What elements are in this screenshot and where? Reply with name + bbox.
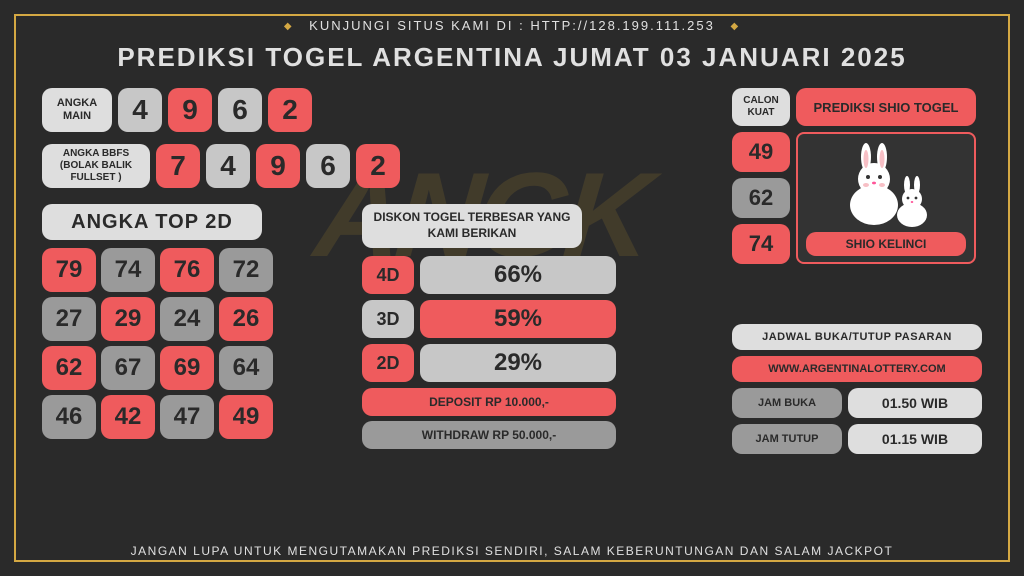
shio-name: SHIO KELINCI <box>806 232 966 256</box>
top-banner: ◆ KUNJUNGI SITUS KAMI DI : HTTP://128.19… <box>16 14 1008 37</box>
diskon-title: DISKON TOGEL TERBESAR YANG KAMI BERIKAN <box>362 204 582 248</box>
bbfs-label: ANGKA BBFS (BOLAK BALIK FULLSET ) <box>42 144 150 188</box>
top2d-cell: 27 <box>42 297 96 341</box>
deposit-pill: DEPOSIT RP 10.000,- <box>362 388 616 416</box>
angka-main-label: ANGKA MAIN <box>42 88 112 132</box>
angka-main-digit: 2 <box>268 88 312 132</box>
shio-box: SHIO KELINCI <box>796 132 976 264</box>
top2d-cell: 26 <box>219 297 273 341</box>
jadwal-time: 01.15 WIB <box>848 424 982 454</box>
page-title: PREDIKSI TOGEL ARGENTINA JUMAT 03 JANUAR… <box>16 42 1008 73</box>
diskon-row: 4D66% <box>362 256 622 294</box>
top2d-cell: 24 <box>160 297 214 341</box>
angka-main-row: ANGKA MAIN 4962 <box>42 88 312 132</box>
jadwal-label: JAM TUTUP <box>732 424 842 454</box>
diskon-section: DISKON TOGEL TERBESAR YANG KAMI BERIKAN … <box>362 204 622 454</box>
top2d-cell: 47 <box>160 395 214 439</box>
top2d-cell: 69 <box>160 346 214 390</box>
shio-image <box>804 140 968 232</box>
top2d-cell: 64 <box>219 346 273 390</box>
jadwal-section: JADWAL BUKA/TUTUP PASARAN WWW.ARGENTINAL… <box>732 324 982 460</box>
top-banner-text: KUNJUNGI SITUS KAMI DI : HTTP://128.199.… <box>309 18 715 33</box>
top2d-title: ANGKA TOP 2D <box>42 204 262 240</box>
top2d-cell: 79 <box>42 248 96 292</box>
bottom-banner: JANGAN LUPA UNTUK MENGUTAMAKAN PREDIKSI … <box>16 544 1008 558</box>
top2d-cell: 46 <box>42 395 96 439</box>
top2d-cell: 72 <box>219 248 273 292</box>
diskon-row: 3D59% <box>362 300 622 338</box>
top2d-cell: 62 <box>42 346 96 390</box>
angka-main-digit: 4 <box>118 88 162 132</box>
jadwal-row: JAM BUKA01.50 WIB <box>732 388 982 418</box>
jadwal-row: JAM TUTUP01.15 WIB <box>732 424 982 454</box>
top2d-cell: 29 <box>101 297 155 341</box>
diskon-value: 29% <box>420 344 616 382</box>
diamond-icon: ◆ <box>730 21 740 32</box>
diskon-tag: 4D <box>362 256 414 294</box>
calon-label: CALON KUAT <box>732 88 790 126</box>
bbfs-digit: 6 <box>306 144 350 188</box>
angka-main-digit: 6 <box>218 88 262 132</box>
bbfs-row: ANGKA BBFS (BOLAK BALIK FULLSET ) 74962 <box>42 144 400 188</box>
calon-number: 49 <box>732 132 790 172</box>
bbfs-digit: 7 <box>156 144 200 188</box>
top2d-cell: 76 <box>160 248 214 292</box>
diskon-tag: 3D <box>362 300 414 338</box>
outer-frame: ◆ KUNJUNGI SITUS KAMI DI : HTTP://128.19… <box>14 14 1010 562</box>
angka-main-digit: 9 <box>168 88 212 132</box>
diskon-tag: 2D <box>362 344 414 382</box>
calon-section: CALON KUAT PREDIKSI SHIO TOGEL 49 62 74 <box>732 88 982 264</box>
top2d-cell: 42 <box>101 395 155 439</box>
jadwal-label: JAM BUKA <box>732 388 842 418</box>
bbfs-digit: 2 <box>356 144 400 188</box>
diskon-row: 2D29% <box>362 344 622 382</box>
calon-title: PREDIKSI SHIO TOGEL <box>796 88 976 126</box>
bbfs-digit: 9 <box>256 144 300 188</box>
calon-number: 62 <box>732 178 790 218</box>
diskon-value: 59% <box>420 300 616 338</box>
top2d-grid: 79747672 27292426 62676964 46424749 <box>42 248 273 439</box>
jadwal-site: WWW.ARGENTINALOTTERY.COM <box>732 356 982 382</box>
jadwal-time: 01.50 WIB <box>848 388 982 418</box>
diamond-icon: ◆ <box>284 21 294 32</box>
calon-numbers: 49 62 74 <box>732 132 790 264</box>
top2d-cell: 49 <box>219 395 273 439</box>
top2d-cell: 67 <box>101 346 155 390</box>
content-area: ANGKA MAIN 4962 ANGKA BBFS (BOLAK BALIK … <box>42 88 982 530</box>
diskon-value: 66% <box>420 256 616 294</box>
calon-number: 74 <box>732 224 790 264</box>
withdraw-pill: WITHDRAW RP 50.000,- <box>362 421 616 449</box>
top2d-cell: 74 <box>101 248 155 292</box>
jadwal-title: JADWAL BUKA/TUTUP PASARAN <box>732 324 982 350</box>
bbfs-digit: 4 <box>206 144 250 188</box>
